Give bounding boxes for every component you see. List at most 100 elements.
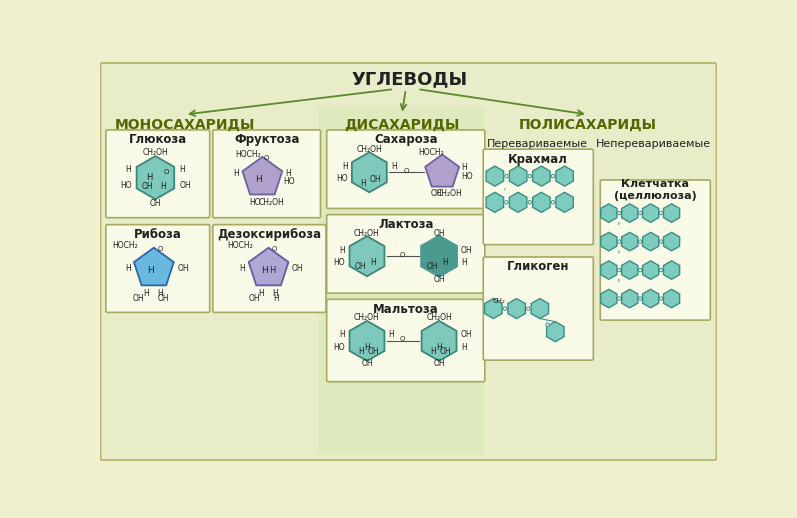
Text: Рибоза: Рибоза (134, 228, 182, 241)
Text: Перевариваемые: Перевариваемые (487, 139, 588, 149)
Text: H: H (340, 330, 345, 339)
Circle shape (528, 175, 532, 178)
Text: OH: OH (292, 264, 304, 273)
Text: H: H (125, 264, 131, 273)
Text: CH₂OH: CH₂OH (143, 148, 168, 157)
Text: CH₂OH: CH₂OH (259, 198, 285, 207)
Polygon shape (509, 192, 527, 212)
Text: Дезоксирибоза: Дезоксирибоза (218, 228, 321, 241)
Polygon shape (532, 192, 550, 212)
Polygon shape (136, 156, 175, 199)
Text: OH: OH (427, 263, 438, 271)
Polygon shape (601, 233, 617, 251)
FancyBboxPatch shape (213, 130, 320, 218)
Text: CH₂OH: CH₂OH (437, 189, 463, 197)
Polygon shape (508, 298, 525, 319)
Polygon shape (351, 152, 387, 192)
FancyBboxPatch shape (106, 130, 210, 218)
Text: OH: OH (461, 330, 473, 339)
Text: H: H (285, 169, 292, 178)
Text: Клетчатка
(целлюлоза): Клетчатка (целлюлоза) (614, 179, 697, 201)
Text: OH: OH (434, 275, 445, 284)
Text: O: O (404, 168, 409, 174)
Circle shape (503, 307, 507, 310)
Circle shape (659, 211, 663, 215)
Text: HOCH₂: HOCH₂ (227, 241, 253, 250)
Text: O: O (272, 246, 277, 252)
Text: HO: HO (461, 172, 473, 181)
Text: OH: OH (370, 176, 381, 184)
Text: H: H (342, 162, 347, 170)
Text: HO: HO (336, 174, 347, 183)
Polygon shape (622, 204, 638, 222)
Text: H: H (269, 266, 276, 275)
Text: HOCH₂: HOCH₂ (112, 241, 139, 250)
Text: Сахароза: Сахароза (374, 134, 438, 147)
FancyBboxPatch shape (327, 214, 485, 293)
Polygon shape (642, 261, 658, 279)
Text: H: H (273, 294, 279, 303)
Text: HO: HO (249, 198, 261, 207)
Circle shape (552, 200, 555, 204)
Polygon shape (486, 166, 504, 186)
Text: H: H (160, 182, 166, 191)
Polygon shape (642, 204, 658, 222)
Text: H: H (255, 175, 262, 184)
FancyBboxPatch shape (106, 225, 210, 312)
Text: H: H (272, 289, 277, 298)
Polygon shape (664, 290, 680, 308)
Polygon shape (642, 233, 658, 251)
Text: CH₂OH: CH₂OH (426, 313, 452, 322)
Text: OH: OH (461, 246, 473, 254)
Text: OH: OH (179, 181, 191, 190)
Circle shape (638, 268, 642, 272)
Circle shape (638, 240, 642, 243)
Text: Лактоза: Лактоза (378, 218, 434, 231)
Text: OH: OH (142, 182, 154, 191)
Text: H: H (461, 163, 467, 172)
Text: HO: HO (120, 181, 132, 190)
Text: OH: OH (355, 263, 367, 271)
Polygon shape (601, 261, 617, 279)
Text: H: H (240, 264, 245, 273)
Text: OH: OH (157, 294, 169, 303)
Circle shape (659, 268, 663, 272)
Circle shape (618, 268, 621, 272)
FancyBboxPatch shape (213, 225, 326, 312)
Text: H: H (389, 330, 395, 339)
Polygon shape (664, 261, 680, 279)
Text: H: H (391, 162, 397, 170)
Polygon shape (249, 248, 289, 285)
Polygon shape (509, 166, 527, 186)
Circle shape (552, 175, 555, 178)
Text: H: H (430, 347, 436, 356)
FancyBboxPatch shape (483, 257, 593, 360)
Text: H: H (358, 347, 363, 356)
Text: УГЛЕВОДЫ: УГЛЕВОДЫ (351, 70, 468, 88)
Polygon shape (664, 233, 680, 251)
Text: H: H (179, 165, 185, 175)
Text: OH: OH (434, 359, 445, 368)
Text: HO: HO (334, 258, 345, 267)
Text: CH₂OH: CH₂OH (356, 145, 383, 154)
Text: OH: OH (367, 347, 379, 356)
FancyBboxPatch shape (100, 63, 717, 461)
Text: H: H (234, 169, 239, 178)
Text: Неперевариваемые: Неперевариваемые (596, 139, 711, 149)
Circle shape (505, 175, 508, 178)
Text: HOCH₂: HOCH₂ (418, 148, 444, 157)
Polygon shape (242, 157, 282, 194)
Text: OH: OH (434, 228, 445, 238)
Circle shape (659, 240, 663, 243)
Polygon shape (485, 298, 502, 319)
Circle shape (527, 307, 530, 310)
Text: H: H (461, 258, 466, 267)
Text: H: H (461, 342, 466, 352)
Polygon shape (547, 322, 564, 342)
Polygon shape (622, 290, 638, 308)
Polygon shape (664, 204, 680, 222)
Text: O: O (264, 155, 269, 162)
Text: OH: OH (430, 189, 442, 197)
Text: CH₂OH: CH₂OH (354, 228, 380, 238)
Circle shape (528, 200, 532, 204)
